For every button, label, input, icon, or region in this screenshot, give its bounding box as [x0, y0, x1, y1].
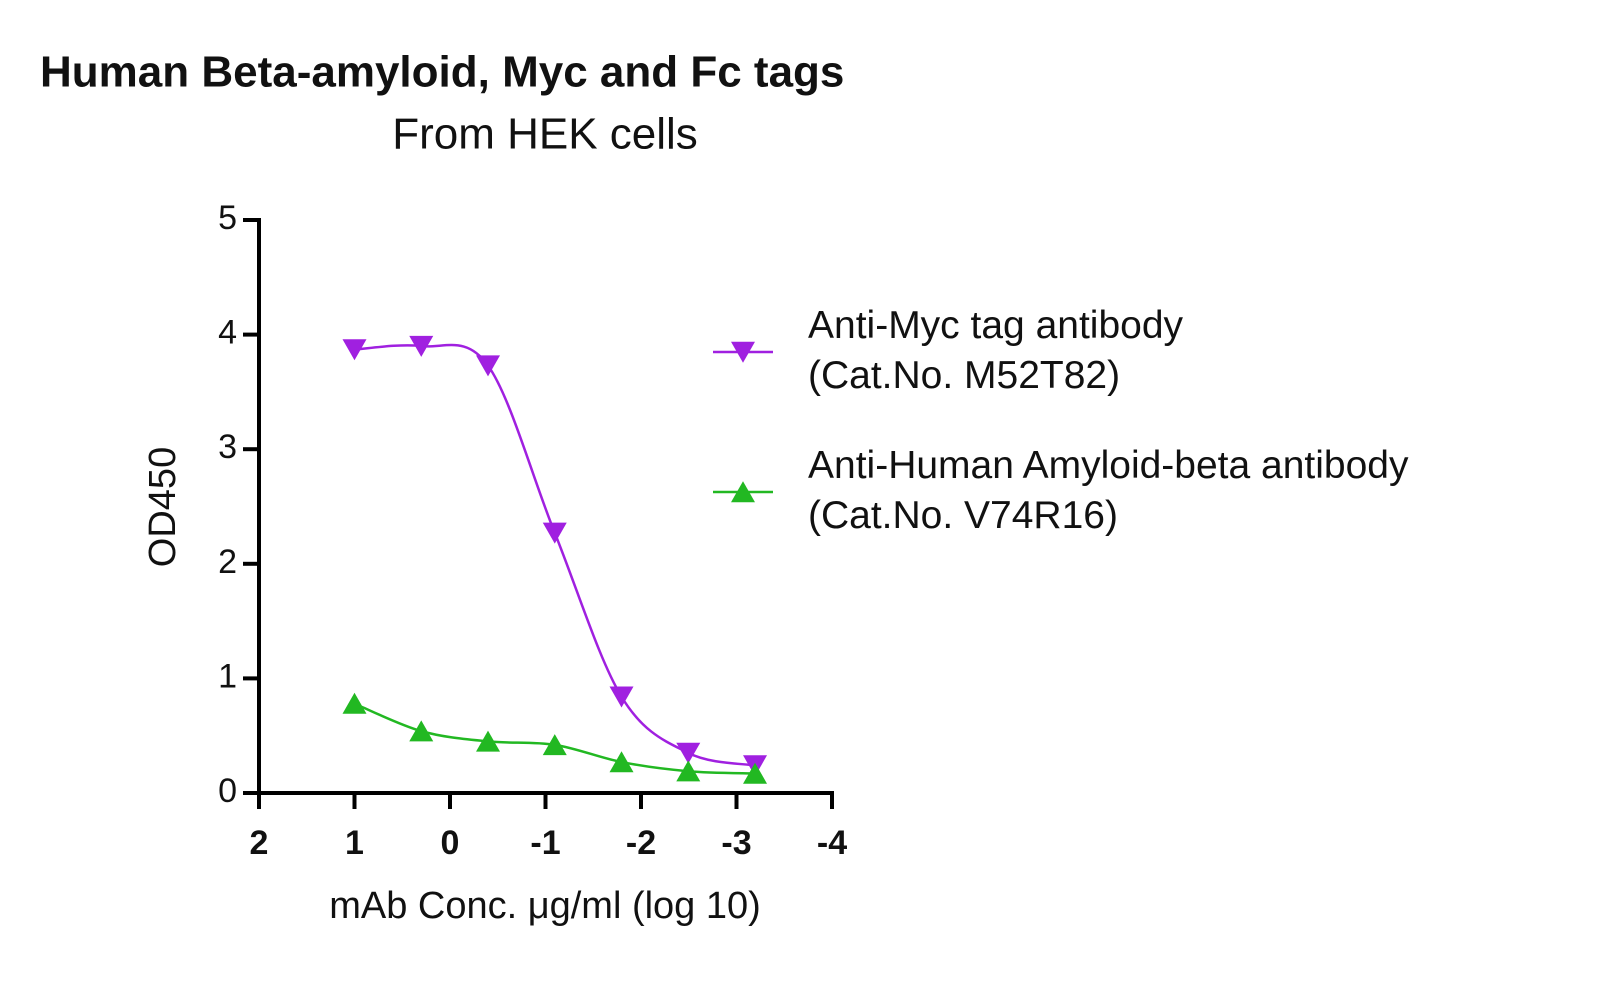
data-point [542, 734, 567, 756]
legend-marker [731, 481, 755, 503]
y-tick-label: 0 [218, 772, 237, 810]
y-tick-label: 4 [218, 314, 237, 352]
data-point [342, 339, 367, 361]
x-axis-label: mAb Conc. μg/ml (log 10) [329, 885, 761, 927]
x-tick-label: 0 [441, 824, 460, 862]
data-point [409, 335, 434, 357]
chart-title: Human Beta-amyloid, Myc and Fc tags [40, 48, 844, 97]
x-tick-label: -1 [530, 824, 560, 862]
legend-label: Anti-Human Amyloid-beta antibody (Cat.No… [808, 444, 1409, 537]
chart-subtitle: From HEK cells [392, 110, 698, 159]
x-tick-label: -2 [626, 824, 656, 862]
data-point [676, 742, 701, 764]
data-point [409, 720, 434, 742]
data-point [342, 692, 367, 714]
legend-label: Anti-Myc tag antibody (Cat.No. M52T82) [808, 304, 1184, 397]
y-tick-label: 5 [218, 199, 237, 237]
y-tick-label: 3 [218, 428, 237, 466]
data-point [743, 762, 768, 784]
x-tick-label: 1 [345, 824, 364, 862]
y-tick-label: 1 [218, 657, 237, 695]
data-point [609, 751, 634, 773]
data-point [476, 730, 501, 752]
x-tick-label: 2 [250, 824, 269, 862]
legend-marker [731, 341, 755, 363]
data-point [542, 522, 567, 544]
x-tick-label: -3 [721, 824, 751, 862]
data-point [676, 760, 701, 782]
series-line [354, 343, 756, 767]
data-point [609, 686, 634, 708]
y-axis-label: OD450 [142, 447, 184, 567]
x-tick-label: -4 [817, 824, 847, 862]
y-tick-label: 2 [218, 543, 237, 581]
data-point [476, 355, 501, 377]
